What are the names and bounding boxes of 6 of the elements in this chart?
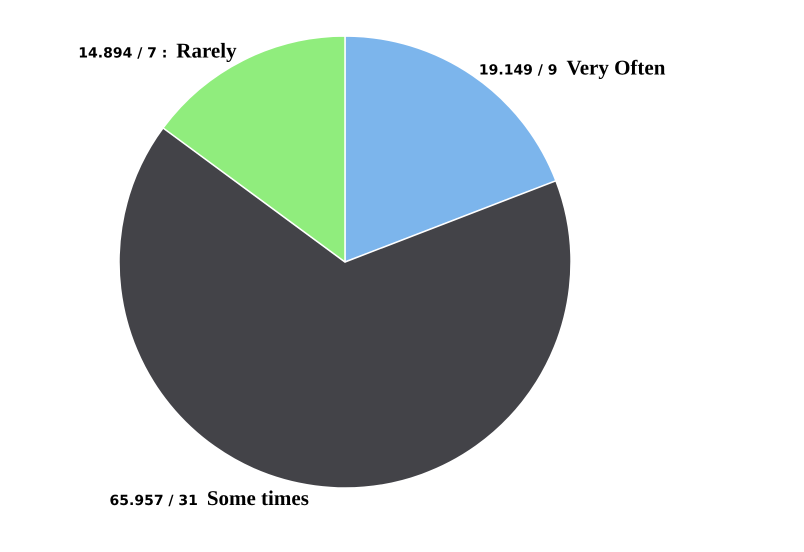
- slice-label: Some times: [206, 486, 309, 510]
- data-label: 14.894 / 7 :: [78, 46, 168, 62]
- slice-label: Rarely: [176, 38, 238, 63]
- data-label: 65.957 / 31: [110, 492, 198, 509]
- data-label: 19.149 / 9: [478, 62, 558, 79]
- slice-label: Very Often: [566, 56, 666, 80]
